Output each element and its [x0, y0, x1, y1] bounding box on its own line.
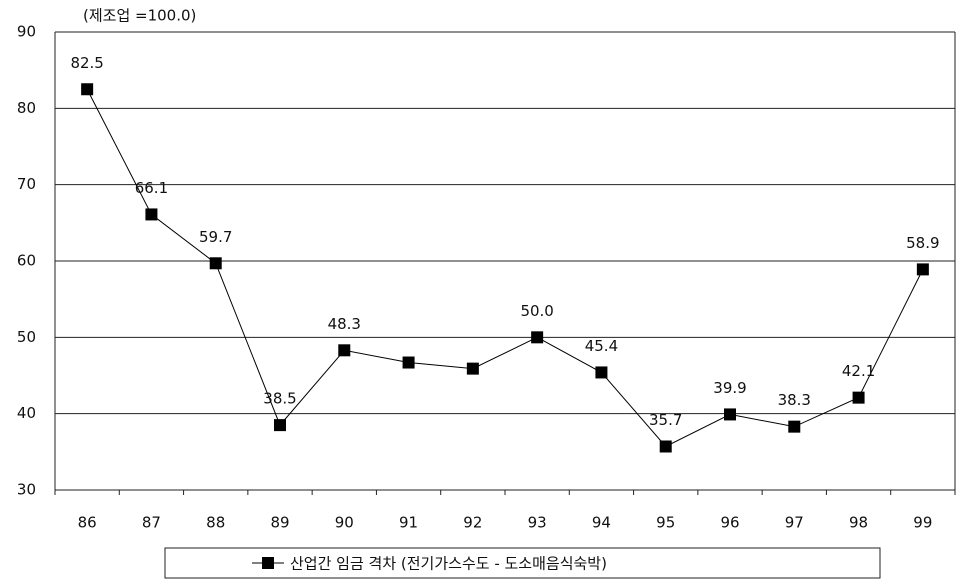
chart-subtitle: (제조업 =100.0) [83, 7, 196, 25]
point-marker [209, 257, 222, 270]
point-marker [852, 391, 865, 404]
point-marker [338, 344, 351, 357]
x-tick-label: 88 [206, 514, 225, 532]
y-tick-label: 30 [17, 481, 36, 499]
y-tick-label: 40 [17, 404, 36, 422]
legend-marker [262, 557, 274, 569]
y-tick-label: 50 [17, 328, 36, 346]
x-tick-label: 93 [528, 514, 547, 532]
series-line [86, 89, 924, 448]
point-marker [402, 356, 415, 369]
point-marker [595, 366, 608, 379]
data-label: 59.7 [199, 228, 232, 246]
point-marker [659, 440, 672, 453]
point-marker [81, 83, 94, 96]
point-marker [531, 331, 544, 344]
data-label: 45.4 [585, 337, 618, 355]
data-label: 58.9 [906, 234, 939, 252]
x-tick-label: 97 [785, 514, 804, 532]
x-tick-label: 90 [335, 514, 354, 532]
data-label: 35.7 [649, 411, 682, 429]
y-tick-label: 70 [17, 175, 36, 193]
y-tick-label: 60 [17, 252, 36, 270]
data-label: 48.3 [328, 315, 361, 333]
point-marker [274, 419, 286, 432]
legend-box [164, 547, 881, 579]
data-label: 42.1 [842, 362, 875, 380]
point-marker [466, 362, 479, 375]
data-label: 82.5 [70, 54, 103, 72]
data-label: 38.3 [778, 391, 811, 409]
data-label: 66.1 [135, 179, 168, 197]
x-tick-label: 94 [592, 514, 611, 532]
x-tick-label: 86 [78, 514, 97, 532]
x-tick-label: 96 [720, 514, 739, 532]
data-label: 38.5 [263, 390, 296, 408]
x-tick-label: 89 [270, 514, 289, 532]
x-tick-label: 87 [142, 514, 161, 532]
point-marker [916, 263, 929, 276]
x-tick-label: 92 [463, 514, 482, 532]
x-tick-label: 91 [399, 514, 418, 532]
y-tick-label: 80 [17, 99, 36, 117]
legend-label: 산업간 임금 격차 (전기가스수도 - 도소매음식숙박) [290, 555, 607, 573]
point-marker [788, 420, 801, 433]
data-label: 39.9 [713, 379, 746, 397]
point-marker [724, 408, 736, 421]
data-label: 50.0 [520, 302, 553, 320]
y-tick-label: 90 [17, 23, 36, 41]
x-tick-label: 98 [849, 514, 868, 532]
point-marker [145, 208, 158, 221]
x-tick-label: 95 [656, 514, 675, 532]
x-tick-label: 99 [913, 514, 932, 532]
